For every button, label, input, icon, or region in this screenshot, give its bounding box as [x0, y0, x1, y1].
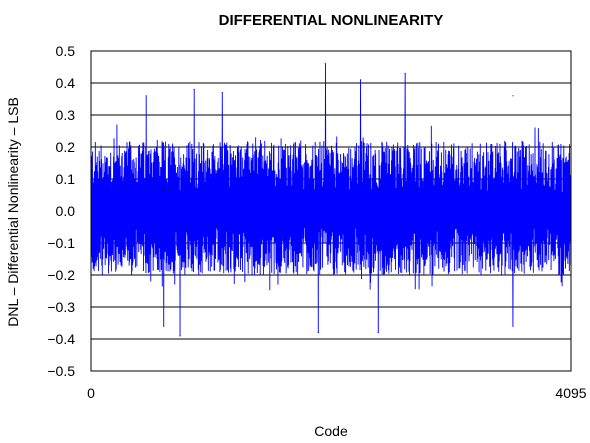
- y-tick-label: −0.2: [47, 267, 75, 283]
- x-axis-label: Code: [314, 423, 348, 439]
- y-tick-label: −0.3: [47, 299, 75, 315]
- plot-frame: [90, 50, 572, 372]
- y-tick-label: −0.1: [47, 235, 75, 251]
- x-tick-labels: 0 4095: [87, 385, 587, 401]
- dnl-extreme-point: [317, 332, 319, 334]
- y-tick-label: 0.1: [56, 171, 76, 187]
- dnl-extreme-point: [359, 79, 362, 81]
- y-tick-label: 0.0: [56, 203, 76, 219]
- y-tick-labels: 0.5 0.4 0.3 0.2 0.1 0.0 −0.1 −0.2 −0.3 −0.4 −0.5: [47, 43, 75, 379]
- dnl-extreme-point: [324, 63, 327, 65]
- dnl-extreme-point: [404, 72, 406, 74]
- dnl-extreme-point: [163, 325, 165, 327]
- dnl-extreme-point: [193, 88, 195, 90]
- x-tick-label: 0: [87, 385, 95, 401]
- y-tick-label: 0.3: [56, 107, 76, 123]
- y-tick-label: 0.5: [56, 43, 76, 59]
- dnl-extreme-point: [221, 92, 223, 94]
- dnl-series-line: [90, 63, 572, 336]
- y-tick-label: 0.2: [56, 139, 76, 155]
- y-tick-label: −0.4: [47, 331, 75, 347]
- y-tick-label: −0.5: [47, 363, 75, 379]
- y-tick-label: 0.4: [56, 75, 76, 91]
- dnl-extreme-point: [377, 332, 379, 334]
- dnl-extreme-point: [145, 95, 147, 97]
- chart-title: DIFFERENTIAL NONLINEARITY: [219, 12, 444, 29]
- dnl-extreme-point: [179, 335, 181, 337]
- y-axis-label: DNL – Differential Nonlinearity – LSB: [5, 97, 21, 327]
- dnl-extreme-point: [512, 325, 514, 327]
- series-group: [90, 63, 572, 337]
- dnl-extreme-point: [512, 95, 514, 97]
- x-tick-label: 4095: [555, 385, 586, 401]
